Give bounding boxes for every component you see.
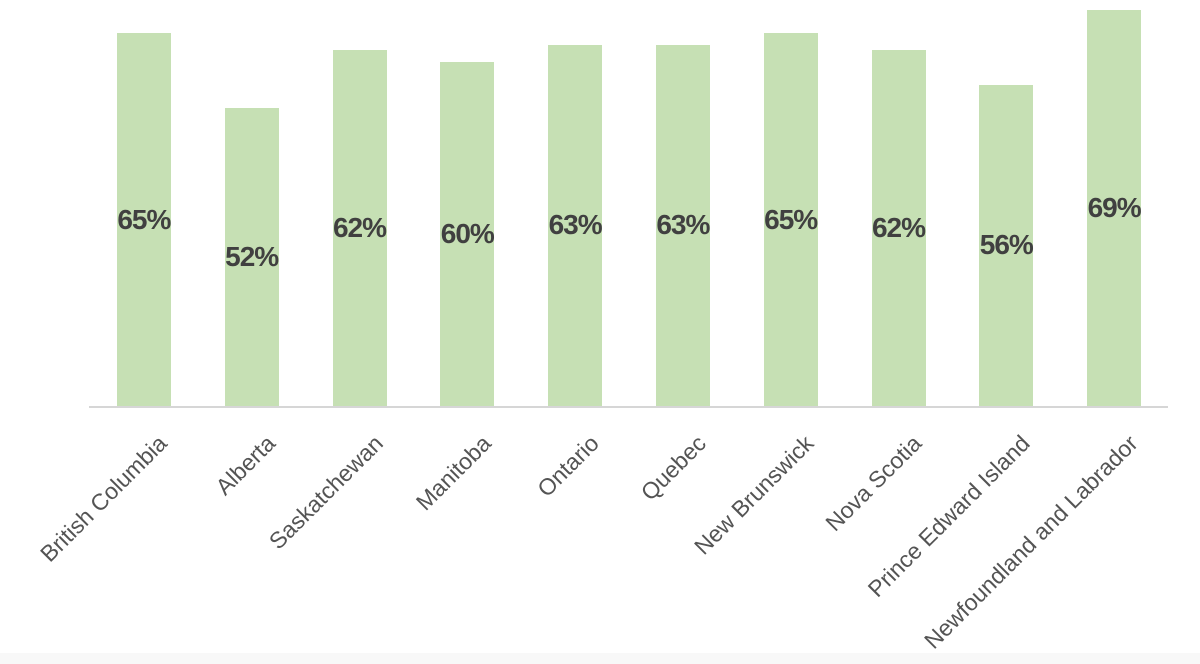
x-tick-label: Quebec [635,430,712,506]
bar-value-label: 62% [332,212,387,244]
x-tick-label: Newfoundland and Labrador [918,430,1143,654]
bar: 65% [116,33,171,406]
bar: 60% [440,61,495,406]
page-footer-strip [0,653,1200,664]
x-tick-label: Manitoba [410,430,496,516]
bar-value-label: 63% [548,209,603,241]
bar-value-label: 52% [225,240,279,272]
bar-value-label: 69% [1087,192,1142,224]
x-tick-label: British Columbia [35,430,173,567]
bar: 56% [979,84,1034,406]
bar: 65% [763,33,818,406]
bar-value-label: 56% [979,229,1034,261]
x-axis-line [89,406,1168,408]
bar: 63% [655,44,710,406]
bar-value-label: 60% [440,217,495,249]
bar: 63% [548,44,603,406]
x-tick-label: Alberta [210,430,281,500]
bar-value-label: 65% [764,203,818,235]
x-tick-label: Ontario [531,430,604,502]
bar: 62% [332,50,387,406]
x-tick-label: Saskatchewan [263,430,388,555]
bar-value-label: 62% [871,212,926,244]
bar: 69% [1087,10,1142,406]
bar-value-label: 65% [117,203,171,235]
bar-value-label: 63% [656,209,710,241]
bar: 52% [224,107,279,406]
x-tick-label: Nova Scotia [820,430,927,537]
bar: 62% [871,50,926,406]
